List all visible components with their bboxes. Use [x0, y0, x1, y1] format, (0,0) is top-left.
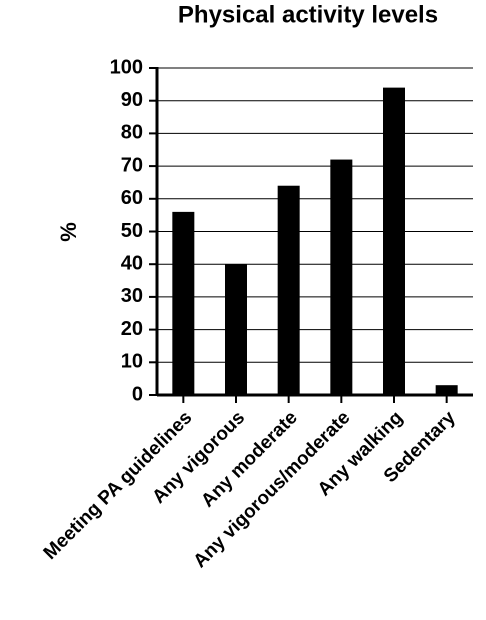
bar: [383, 87, 405, 396]
bar: [172, 211, 195, 395]
y-tick-label: 100: [110, 56, 143, 78]
y-tick-label: 0: [132, 383, 143, 405]
y-tick-label: 90: [121, 89, 143, 111]
bar: [225, 264, 247, 395]
y-tick-label: 60: [121, 187, 143, 209]
y-tick-label: 20: [121, 318, 143, 340]
y-tick-label: 80: [121, 122, 143, 144]
bar: [330, 159, 353, 395]
bar: [435, 385, 458, 395]
bar: [277, 185, 300, 395]
y-axis-label: %: [56, 222, 81, 242]
chart-title: Physical activity levels: [178, 1, 438, 28]
y-tick-label: 70: [121, 154, 143, 176]
y-tick-label: 30: [121, 285, 143, 307]
x-tick-label: Any vigorous: [148, 407, 249, 508]
y-tick-label: 40: [121, 252, 143, 274]
y-tick-label: 10: [121, 351, 143, 373]
y-tick-label: 50: [121, 220, 143, 242]
